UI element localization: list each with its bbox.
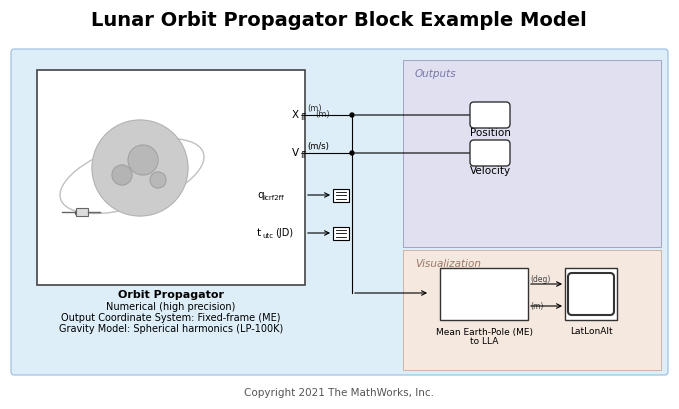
- FancyBboxPatch shape: [11, 49, 668, 375]
- Text: ff: ff: [301, 151, 306, 160]
- FancyBboxPatch shape: [470, 102, 510, 128]
- FancyBboxPatch shape: [440, 268, 528, 320]
- FancyBboxPatch shape: [565, 268, 617, 320]
- Text: icrf2ff: icrf2ff: [263, 195, 284, 201]
- Text: to LLA: to LLA: [470, 337, 498, 346]
- Text: t: t: [257, 228, 261, 238]
- Text: Position: Position: [470, 128, 511, 138]
- Text: Mean Earth-Pole (ME): Mean Earth-Pole (ME): [435, 328, 532, 337]
- Text: Numerical (high precision): Numerical (high precision): [107, 302, 236, 312]
- Text: Velocity: Velocity: [469, 166, 511, 176]
- Text: (m): (m): [530, 301, 543, 310]
- Text: μ l (deg): μ l (deg): [474, 279, 512, 288]
- FancyBboxPatch shape: [333, 227, 349, 240]
- Text: Lunar Orbit Propagator Block Example Model: Lunar Orbit Propagator Block Example Mod…: [91, 11, 587, 29]
- Text: (JD): (JD): [275, 228, 293, 238]
- FancyBboxPatch shape: [76, 208, 88, 216]
- Circle shape: [128, 145, 158, 175]
- Circle shape: [150, 172, 166, 188]
- Text: (m): (m): [315, 110, 329, 119]
- FancyBboxPatch shape: [403, 60, 661, 247]
- Text: Orbit Propagator: Orbit Propagator: [118, 290, 224, 300]
- Text: Output Coordinate System: Fixed-frame (ME): Output Coordinate System: Fixed-frame (M…: [61, 313, 280, 323]
- Text: f: f: [454, 295, 456, 301]
- Text: Outputs: Outputs: [415, 69, 456, 79]
- Text: (deg): (deg): [530, 276, 551, 285]
- Text: (m): (m): [458, 290, 473, 299]
- FancyBboxPatch shape: [470, 140, 510, 166]
- Text: LatLonAlt: LatLonAlt: [570, 326, 612, 335]
- Text: 2: 2: [486, 148, 494, 158]
- Text: X: X: [292, 110, 299, 120]
- Circle shape: [350, 113, 354, 117]
- FancyBboxPatch shape: [403, 250, 661, 370]
- Text: ff: ff: [301, 113, 306, 122]
- Text: Copyright 2021 The MathWorks, Inc.: Copyright 2021 The MathWorks, Inc.: [244, 388, 434, 398]
- Text: X: X: [448, 290, 454, 299]
- Text: (m/s): (m/s): [307, 142, 329, 151]
- FancyBboxPatch shape: [568, 273, 614, 315]
- Text: h (m): h (m): [481, 301, 505, 310]
- FancyBboxPatch shape: [37, 70, 305, 285]
- Text: 1: 1: [486, 110, 494, 120]
- Text: Visualization: Visualization: [415, 259, 481, 269]
- Text: utc: utc: [262, 233, 273, 239]
- Text: V: V: [292, 148, 299, 158]
- Text: (m/s): (m/s): [307, 142, 329, 151]
- Text: q: q: [257, 190, 263, 200]
- FancyBboxPatch shape: [333, 189, 349, 202]
- Text: (m): (m): [307, 105, 322, 114]
- Circle shape: [350, 151, 354, 155]
- Text: Gravity Model: Spherical harmonics (LP-100K): Gravity Model: Spherical harmonics (LP-1…: [59, 324, 283, 334]
- Circle shape: [112, 165, 132, 185]
- Circle shape: [75, 211, 81, 216]
- Circle shape: [92, 120, 188, 216]
